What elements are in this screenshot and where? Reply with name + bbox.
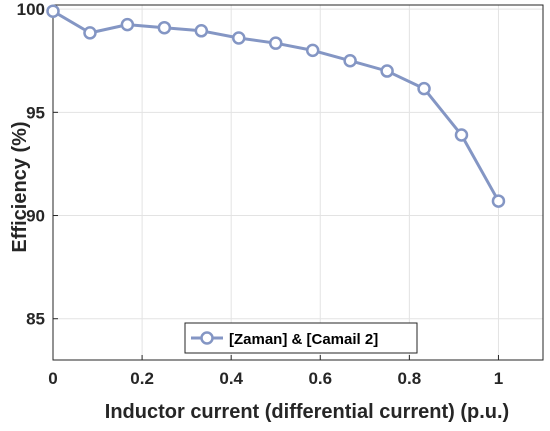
x-tick-label: 1 [494, 369, 503, 388]
legend-marker-sample [200, 331, 214, 345]
data-point [120, 17, 135, 32]
series-layer [46, 4, 506, 208]
x-ticks: 0 0.2 0.4 0.6 0.8 1 [48, 355, 503, 388]
y-axis-label: Efficiency (%) [9, 121, 31, 252]
y-tick-label: 100 [17, 0, 45, 19]
x-tick-label: 0.6 [308, 369, 332, 388]
legend-entry-label: [Zaman] & [Camail 2] [229, 331, 378, 348]
x-tick-label: 0.4 [219, 369, 243, 388]
x-axis-label: Inductor current (differential current) … [105, 401, 509, 423]
legend: [Zaman] & [Camail 2] [184, 322, 418, 354]
x-tick-label: 0.2 [130, 369, 154, 388]
data-point [343, 53, 357, 68]
plot-area-frame [52, 4, 544, 361]
legend-box [184, 322, 418, 354]
y-ticks: 85 90 95 100 [17, 0, 58, 329]
data-point [491, 194, 506, 208]
data-point [417, 81, 431, 96]
y-tick-label: 90 [26, 207, 45, 226]
data-point [232, 31, 246, 45]
data-point [268, 36, 283, 50]
y-tick-label: 85 [26, 310, 45, 329]
data-point [454, 128, 469, 142]
data-point [157, 20, 172, 35]
x-tick-label: 0 [48, 369, 57, 388]
x-tick-label: 0.8 [398, 369, 422, 388]
data-point [46, 4, 60, 18]
data-point [380, 64, 394, 78]
grid [52, 5, 543, 360]
data-point [305, 43, 320, 58]
data-point [83, 26, 97, 40]
y-tick-label: 95 [26, 103, 45, 122]
data-point [194, 24, 209, 38]
